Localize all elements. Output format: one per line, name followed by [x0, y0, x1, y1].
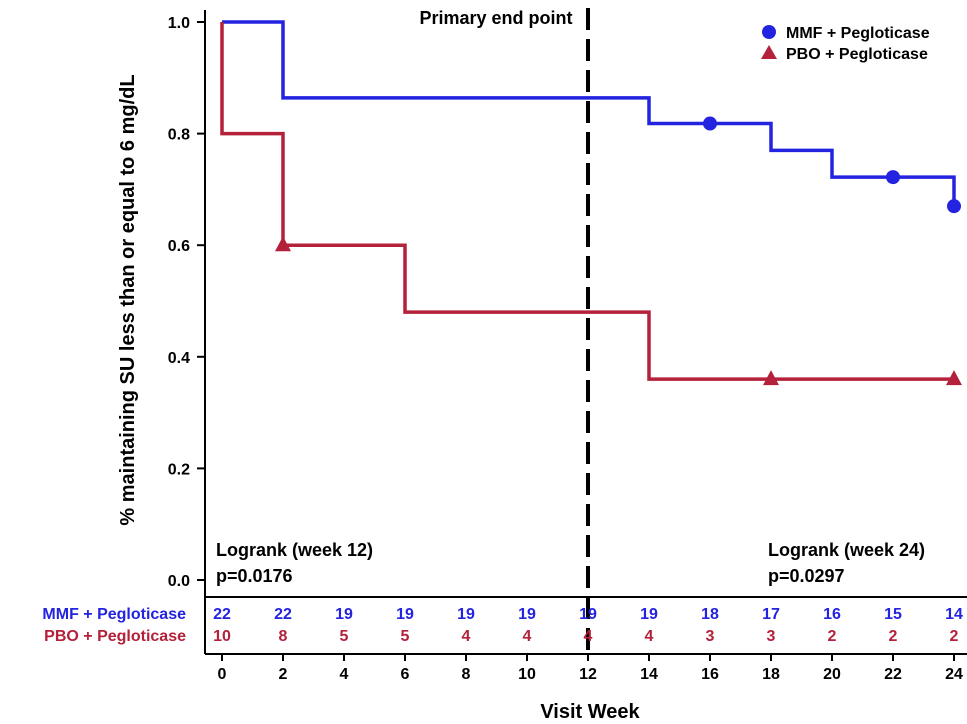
x-tick-label: 8: [462, 666, 471, 683]
censor-marker-0: [886, 170, 900, 185]
x-tick-label: 0: [218, 666, 227, 683]
x-tick-label: 20: [823, 666, 841, 683]
x-tick-label: 12: [579, 666, 597, 683]
x-tick-label: 4: [340, 666, 349, 683]
at-risk-value: 19: [335, 606, 353, 623]
x-tick-label: 16: [701, 666, 719, 683]
at-risk-value: 5: [340, 628, 349, 645]
x-ticks: 0 2 4 6 8 10 12 14 16 18 20 22 24: [218, 654, 963, 683]
at-risk-value: 8: [279, 628, 288, 645]
at-risk-value: 22: [274, 606, 292, 623]
censor-marker-0: [947, 199, 961, 214]
at-risk-value: 14: [945, 606, 963, 623]
x-tick-label: 2: [279, 666, 288, 683]
series-line-0: [222, 20, 956, 207]
x-tick-label: 6: [401, 666, 410, 683]
at-risk-value: 22: [213, 606, 231, 623]
at-risk-value: 19: [579, 606, 597, 623]
y-axis-title: % maintaining SU less than or equal to 6…: [117, 74, 139, 525]
at-risk-value: 2: [889, 628, 898, 645]
y-tick-label: 0.8: [168, 127, 190, 144]
y-tick-label: 1.0: [168, 15, 190, 32]
logrank-week12-title: Logrank (week 12): [216, 540, 373, 560]
at-risk-value: 15: [884, 606, 902, 623]
x-tick-label: 18: [762, 666, 780, 683]
y-tick-label: 0.4: [168, 350, 190, 367]
censor-marker-1: [275, 236, 291, 252]
y-ticks: 0.0 0.2 0.4 0.6 0.8 1.0: [168, 15, 205, 590]
legend-mmf-marker-icon: [762, 25, 776, 39]
y-tick-label: 0.0: [168, 573, 190, 590]
at-risk-value: 10: [213, 628, 231, 645]
y-tick-label: 0.2: [168, 461, 190, 478]
at-risk-value: 3: [767, 628, 776, 645]
logrank-week24-title: Logrank (week 24): [768, 540, 925, 560]
at-risk-value: 19: [457, 606, 475, 623]
y-tick-label: 0.6: [168, 238, 190, 255]
at-risk-value: 4: [645, 628, 654, 645]
risk-row-label-mmf: MMF + Pegloticase: [42, 606, 186, 623]
primary-end-point-label: Primary end point: [419, 8, 572, 28]
logrank-week12-p: p=0.0176: [216, 566, 293, 586]
at-risk-value: 19: [640, 606, 658, 623]
at-risk-value: 3: [706, 628, 715, 645]
censor-marker-1: [763, 370, 779, 386]
censor-marker-0: [703, 116, 717, 131]
censor-marker-1: [946, 370, 962, 386]
series-line-1: [220, 22, 954, 381]
at-risk-value: 2: [828, 628, 837, 645]
at-risk-value: 2: [950, 628, 959, 645]
at-risk-value: 17: [762, 606, 780, 623]
at-risk-value: 4: [584, 628, 593, 645]
legend: MMF + Pegloticase PBO + Pegloticase: [761, 25, 930, 63]
x-tick-label: 14: [640, 666, 658, 683]
legend-pbo-label: PBO + Pegloticase: [786, 46, 928, 63]
legend-mmf-label: MMF + Pegloticase: [786, 25, 930, 42]
risk-row-label-pbo: PBO + Pegloticase: [44, 628, 186, 645]
legend-pbo-marker-icon: [761, 45, 777, 59]
at-risk-value: 19: [518, 606, 536, 623]
x-tick-label: 24: [945, 666, 963, 683]
at-risk-value: 4: [462, 628, 471, 645]
at-risk-value: 4: [523, 628, 532, 645]
x-tick-label: 10: [518, 666, 536, 683]
at-risk-value: 19: [396, 606, 414, 623]
x-tick-label: 22: [884, 666, 902, 683]
series-layer: [220, 20, 962, 386]
x-axis-title: Visit Week: [540, 701, 640, 723]
at-risk-value: 16: [823, 606, 841, 623]
at-risk-value: 18: [701, 606, 719, 623]
at-risk-value: 5: [401, 628, 410, 645]
logrank-week24-p: p=0.0297: [768, 566, 845, 586]
